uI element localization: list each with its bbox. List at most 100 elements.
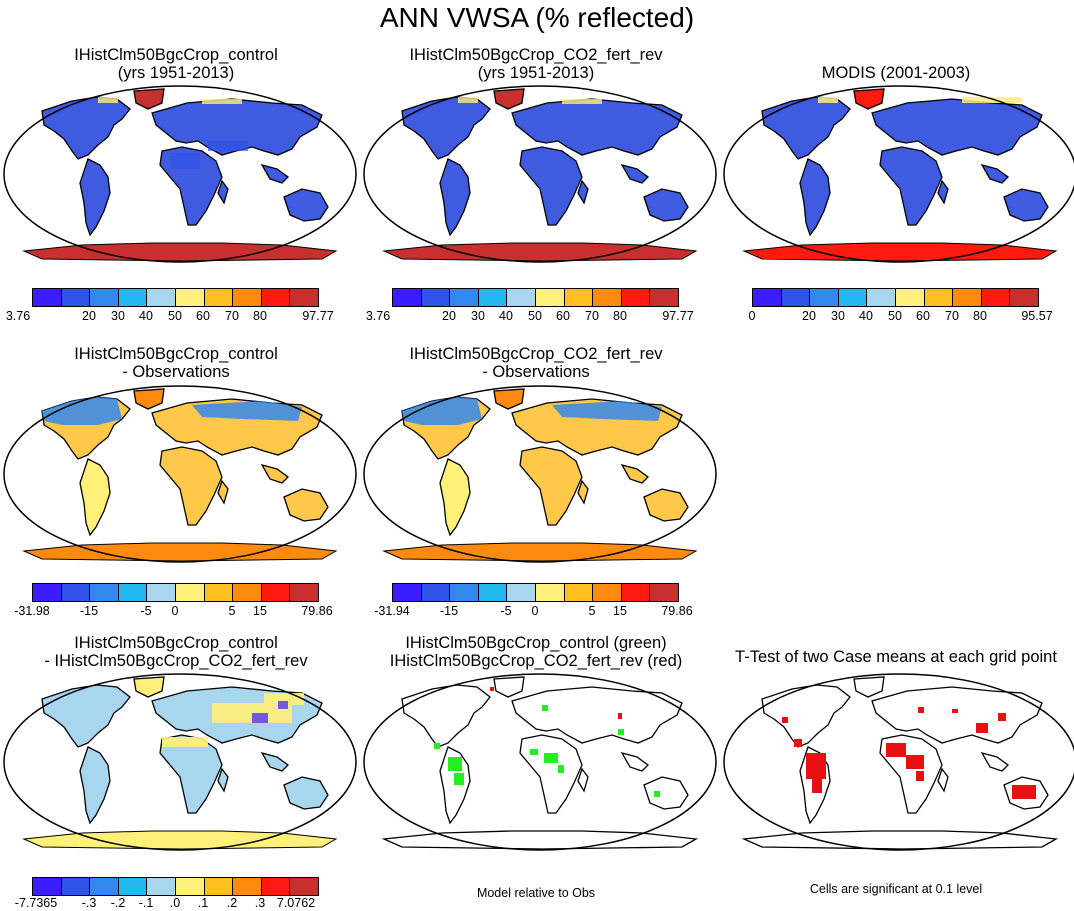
panel-8-title: IHistClm50BgcCrop_control (green) IHistC… bbox=[356, 634, 716, 670]
map-panel-9-t-test bbox=[723, 673, 1074, 851]
cb3-label-min: 0 bbox=[748, 309, 756, 323]
land-fill bbox=[41, 684, 329, 825]
cb1-label: 20 bbox=[82, 309, 96, 323]
high-latitude-north bbox=[458, 97, 602, 104]
cb7-label: -.1 bbox=[138, 896, 154, 910]
land-outline bbox=[741, 676, 1059, 850]
cb4-label-max: 79.86 bbox=[301, 604, 333, 618]
land-outline bbox=[381, 676, 699, 850]
cb5-label: -5 bbox=[500, 604, 512, 618]
figure-title: ANN VWSA (% reflected) bbox=[379, 2, 695, 33]
cb3-label: 50 bbox=[888, 309, 902, 323]
cb3-label-max: 95.57 bbox=[1021, 309, 1053, 323]
panel-8-title-line1: IHistClm50BgcCrop_control (green) bbox=[405, 634, 667, 652]
colorbar-3 bbox=[752, 288, 1039, 307]
panel-5-title: IHistClm50BgcCrop_CO2_fert_rev - Observa… bbox=[356, 345, 716, 381]
panel-2-title-line1: IHistClm50BgcCrop_CO2_fert_rev bbox=[409, 46, 663, 64]
panel-4-title-line1: IHistClm50BgcCrop_control bbox=[74, 345, 278, 363]
colorbar-2 bbox=[392, 288, 679, 307]
red-cells bbox=[490, 687, 622, 719]
green-cells bbox=[434, 705, 660, 797]
cb1-label: 40 bbox=[139, 309, 153, 323]
cb7-label: -.2 bbox=[110, 896, 126, 910]
map-panel-3-modis bbox=[723, 85, 1074, 263]
land-fill bbox=[41, 96, 329, 237]
cb3-label: 80 bbox=[973, 309, 987, 323]
colorbar-7 bbox=[32, 877, 319, 896]
antarctica bbox=[22, 542, 338, 562]
panel-9-title-line1: T-Test of two Case means at each grid po… bbox=[735, 648, 1057, 666]
cb2-label: 80 bbox=[613, 309, 627, 323]
cb5-label-min: -31.94 bbox=[374, 604, 410, 618]
cb1-label-max: 97.77 bbox=[302, 309, 334, 323]
negative-difference-patches bbox=[252, 701, 288, 723]
warm-desert-patches bbox=[170, 141, 248, 169]
map-border bbox=[723, 85, 1074, 263]
cb2-label: 70 bbox=[585, 309, 599, 323]
cb4-label: 0 bbox=[171, 604, 179, 618]
cb1-label: 80 bbox=[253, 309, 267, 323]
cb4-label-min: -31.98 bbox=[14, 604, 50, 618]
cold-bias-north bbox=[42, 397, 302, 425]
panel-1-title: IHistClm50BgcCrop_control (yrs 1951-2013… bbox=[0, 46, 356, 82]
cb7-label: .1 bbox=[197, 896, 209, 910]
cb4-label: 15 bbox=[253, 604, 267, 618]
panel-1-title-line2: (yrs 1951-2013) bbox=[117, 64, 235, 82]
map-panel-1-control bbox=[2, 85, 358, 263]
colorbar-4 bbox=[32, 583, 319, 602]
antarctica bbox=[742, 242, 1058, 262]
cb7-label-max: 7.0762 bbox=[276, 896, 316, 910]
antarctica bbox=[22, 830, 338, 850]
cb2-label: 60 bbox=[556, 309, 570, 323]
map-border bbox=[3, 85, 357, 263]
panel-9-title: T-Test of two Case means at each grid po… bbox=[716, 648, 1074, 666]
panel-3-title: MODIS (2001-2003) bbox=[716, 64, 1074, 82]
land-fill bbox=[401, 96, 689, 237]
map-panel-7-case-difference bbox=[3, 673, 357, 851]
cb1-label: 70 bbox=[225, 309, 239, 323]
significant-cells bbox=[782, 707, 1036, 799]
cb5-label-max: 79.86 bbox=[661, 604, 693, 618]
antarctica bbox=[22, 242, 338, 262]
map-border bbox=[363, 85, 717, 263]
greenland bbox=[493, 388, 525, 410]
map-border bbox=[363, 385, 717, 563]
cb3-label: 60 bbox=[916, 309, 930, 323]
cb5-label: 5 bbox=[588, 604, 596, 618]
cb7-label: .0 bbox=[169, 896, 181, 910]
greenland bbox=[853, 88, 885, 110]
cb4-label: -15 bbox=[79, 604, 99, 618]
land-fill bbox=[761, 96, 1049, 237]
cb5-label: -15 bbox=[439, 604, 459, 618]
cb2-label: 40 bbox=[499, 309, 513, 323]
panel-3-title-line1: MODIS (2001-2003) bbox=[821, 64, 971, 82]
map-panel-8-model-relative-to-obs bbox=[363, 673, 717, 851]
cb3-label: 20 bbox=[802, 309, 816, 323]
high-latitude-north bbox=[818, 97, 1022, 103]
cb4-label: -5 bbox=[140, 604, 152, 618]
panel-2-title-line2: (yrs 1951-2013) bbox=[477, 64, 595, 82]
cb1-label: 60 bbox=[196, 309, 210, 323]
cb2-label-max: 97.77 bbox=[662, 309, 694, 323]
greenland bbox=[493, 88, 525, 110]
cb2-label: 20 bbox=[442, 309, 456, 323]
cb3-label: 30 bbox=[831, 309, 845, 323]
cb1-label-min: 3.76 bbox=[5, 309, 31, 323]
cb3-label: 40 bbox=[859, 309, 873, 323]
cb7-label: .3 bbox=[254, 896, 266, 910]
panel-5-title-line1: IHistClm50BgcCrop_CO2_fert_rev bbox=[409, 345, 663, 363]
panel-7-title-line2: - IHistClm50BgcCrop_CO2_fert_rev bbox=[44, 652, 308, 670]
panel-2-title: IHistClm50BgcCrop_CO2_fert_rev (yrs 1951… bbox=[356, 46, 716, 82]
map-border bbox=[723, 673, 1074, 851]
map-panel-2-co2-fert-rev bbox=[363, 85, 717, 263]
antarctica bbox=[382, 542, 698, 562]
cb1-label: 50 bbox=[168, 309, 182, 323]
map-border bbox=[3, 673, 357, 851]
panel-4-title-line2: - Observations bbox=[122, 363, 230, 381]
cold-bias-north bbox=[402, 397, 662, 425]
cb5-label: 15 bbox=[613, 604, 627, 618]
panel-1-title-line1: IHistClm50BgcCrop_control bbox=[74, 46, 278, 64]
cb7-label-min: -7.7365 bbox=[14, 896, 58, 910]
greenland bbox=[133, 388, 165, 410]
cb1-label: 30 bbox=[111, 309, 125, 323]
